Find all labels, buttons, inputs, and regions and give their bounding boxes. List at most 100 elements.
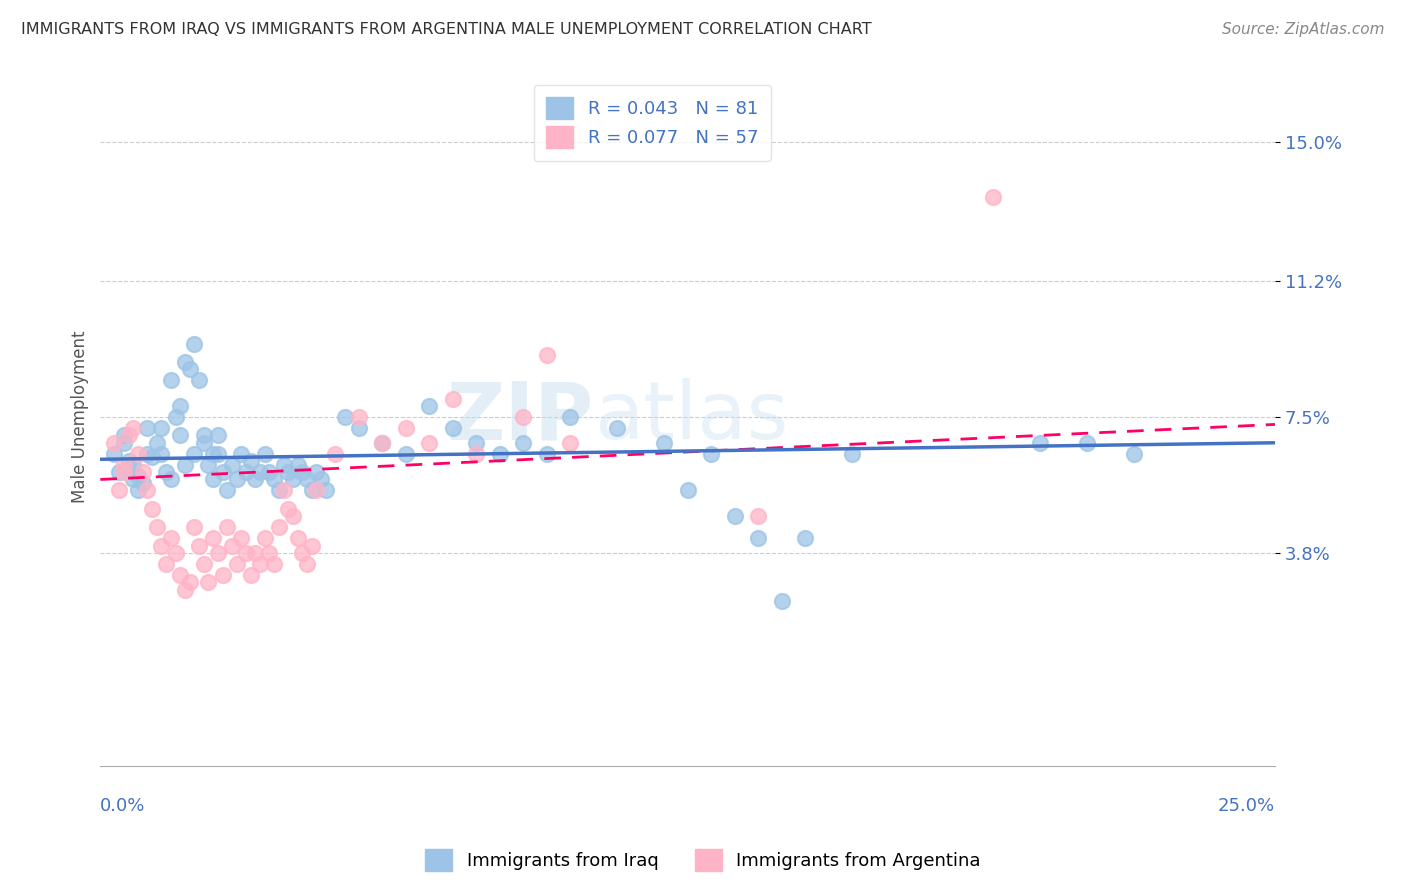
- Point: [159, 373, 181, 387]
- Point: [291, 546, 314, 560]
- Point: [108, 483, 131, 498]
- Point: [560, 410, 582, 425]
- Point: [136, 421, 159, 435]
- Point: [263, 473, 285, 487]
- Point: [747, 509, 769, 524]
- Point: [231, 447, 253, 461]
- Point: [841, 447, 863, 461]
- Point: [169, 428, 191, 442]
- Point: [536, 447, 558, 461]
- Point: [169, 399, 191, 413]
- Point: [193, 435, 215, 450]
- Point: [277, 501, 299, 516]
- Point: [315, 483, 337, 498]
- Point: [174, 355, 197, 369]
- Point: [131, 476, 153, 491]
- Point: [441, 392, 464, 406]
- Point: [287, 531, 309, 545]
- Point: [202, 447, 225, 461]
- Point: [560, 435, 582, 450]
- Point: [395, 447, 418, 461]
- Point: [245, 473, 267, 487]
- Text: ZIP: ZIP: [447, 378, 593, 456]
- Point: [207, 428, 229, 442]
- Point: [136, 447, 159, 461]
- Point: [253, 531, 276, 545]
- Point: [165, 546, 187, 560]
- Point: [305, 465, 328, 479]
- Point: [249, 557, 271, 571]
- Point: [1076, 435, 1098, 450]
- Point: [231, 531, 253, 545]
- Point: [512, 435, 534, 450]
- Point: [188, 373, 211, 387]
- Point: [263, 557, 285, 571]
- Point: [700, 447, 723, 461]
- Point: [273, 458, 295, 472]
- Point: [723, 509, 745, 524]
- Point: [418, 399, 440, 413]
- Point: [112, 435, 135, 450]
- Point: [225, 557, 247, 571]
- Point: [207, 546, 229, 560]
- Point: [207, 447, 229, 461]
- Point: [323, 447, 346, 461]
- Point: [117, 454, 139, 468]
- Point: [211, 567, 233, 582]
- Point: [174, 582, 197, 597]
- Point: [131, 465, 153, 479]
- Point: [371, 435, 394, 450]
- Point: [253, 447, 276, 461]
- Point: [465, 447, 488, 461]
- Text: 0.0%: 0.0%: [100, 797, 146, 815]
- Point: [301, 483, 323, 498]
- Point: [103, 435, 125, 450]
- Point: [245, 546, 267, 560]
- Point: [281, 473, 304, 487]
- Point: [235, 546, 257, 560]
- Point: [770, 593, 793, 607]
- Text: Source: ZipAtlas.com: Source: ZipAtlas.com: [1222, 22, 1385, 37]
- Point: [747, 531, 769, 545]
- Point: [141, 450, 163, 465]
- Point: [981, 190, 1004, 204]
- Point: [145, 520, 167, 534]
- Point: [1123, 447, 1146, 461]
- Point: [179, 362, 201, 376]
- Point: [145, 435, 167, 450]
- Point: [127, 483, 149, 498]
- Point: [239, 567, 262, 582]
- Point: [267, 520, 290, 534]
- Point: [117, 428, 139, 442]
- Point: [141, 501, 163, 516]
- Point: [150, 539, 173, 553]
- Point: [273, 483, 295, 498]
- Point: [202, 473, 225, 487]
- Point: [333, 410, 356, 425]
- Point: [112, 428, 135, 442]
- Point: [512, 410, 534, 425]
- Point: [371, 435, 394, 450]
- Point: [249, 465, 271, 479]
- Point: [347, 421, 370, 435]
- Point: [295, 473, 318, 487]
- Point: [159, 531, 181, 545]
- Point: [103, 447, 125, 461]
- Point: [794, 531, 817, 545]
- Point: [165, 410, 187, 425]
- Text: IMMIGRANTS FROM IRAQ VS IMMIGRANTS FROM ARGENTINA MALE UNEMPLOYMENT CORRELATION : IMMIGRANTS FROM IRAQ VS IMMIGRANTS FROM …: [21, 22, 872, 37]
- Point: [281, 509, 304, 524]
- Point: [188, 539, 211, 553]
- Point: [676, 483, 699, 498]
- Point: [235, 465, 257, 479]
- Point: [150, 447, 173, 461]
- Text: atlas: atlas: [593, 378, 787, 456]
- Point: [652, 435, 675, 450]
- Point: [150, 421, 173, 435]
- Point: [122, 421, 145, 435]
- Point: [122, 458, 145, 472]
- Point: [606, 421, 628, 435]
- Point: [217, 520, 239, 534]
- Point: [1029, 435, 1052, 450]
- Point: [179, 575, 201, 590]
